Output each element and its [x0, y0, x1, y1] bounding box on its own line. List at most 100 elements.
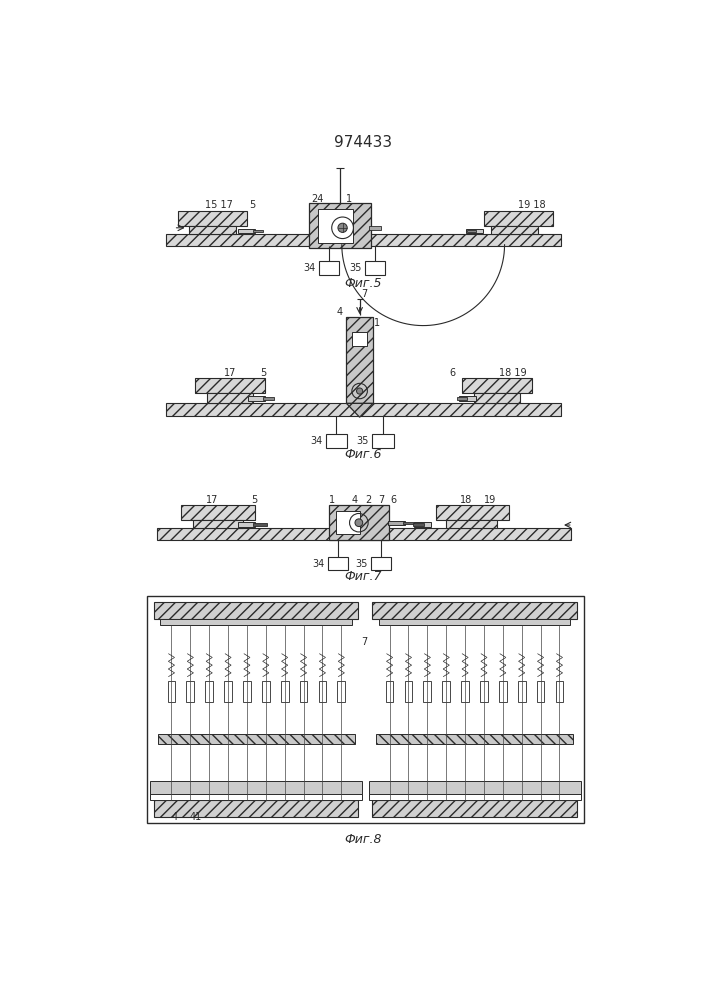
- Bar: [337, 681, 345, 702]
- Text: 18: 18: [460, 495, 472, 505]
- Bar: [238, 229, 255, 233]
- Circle shape: [356, 388, 363, 394]
- Bar: [319, 681, 327, 702]
- Bar: [151, 794, 363, 800]
- Bar: [262, 681, 269, 702]
- Text: 7: 7: [361, 637, 368, 647]
- Bar: [379, 619, 571, 625]
- Bar: [151, 781, 363, 796]
- Text: Фиг.5: Фиг.5: [344, 277, 382, 290]
- Bar: [156, 528, 571, 540]
- Text: 34: 34: [312, 559, 325, 569]
- Bar: [413, 523, 424, 526]
- Bar: [346, 317, 373, 403]
- Text: 1: 1: [373, 318, 380, 328]
- Bar: [252, 523, 267, 526]
- Bar: [371, 557, 392, 570]
- Text: 17: 17: [206, 495, 218, 505]
- Bar: [325, 434, 347, 448]
- Text: 34: 34: [310, 436, 322, 446]
- Bar: [462, 378, 532, 393]
- Text: 19: 19: [484, 495, 496, 505]
- Bar: [467, 230, 476, 232]
- Bar: [414, 522, 431, 527]
- Bar: [154, 602, 358, 619]
- Bar: [436, 505, 509, 520]
- Bar: [484, 211, 554, 226]
- Text: Фиг.8: Фиг.8: [344, 833, 382, 846]
- Bar: [309, 203, 371, 248]
- Bar: [376, 734, 573, 744]
- Bar: [243, 681, 251, 702]
- Text: 19 18: 19 18: [518, 200, 546, 210]
- Text: 35: 35: [356, 559, 368, 569]
- Bar: [329, 505, 389, 540]
- Text: 35: 35: [356, 436, 369, 446]
- Text: 5: 5: [251, 495, 257, 505]
- Text: 4: 4: [171, 812, 177, 822]
- Text: Фиг.6: Фиг.6: [344, 448, 382, 461]
- Bar: [224, 681, 232, 702]
- Bar: [423, 681, 431, 702]
- Bar: [404, 681, 412, 702]
- Bar: [328, 557, 348, 570]
- Text: 17: 17: [224, 368, 236, 378]
- Bar: [368, 781, 580, 796]
- Bar: [368, 794, 580, 800]
- Text: 7: 7: [378, 495, 385, 505]
- Bar: [207, 393, 253, 403]
- Bar: [158, 734, 355, 744]
- Bar: [466, 229, 483, 233]
- Text: 4: 4: [337, 307, 343, 317]
- Bar: [491, 226, 538, 234]
- Bar: [263, 397, 274, 400]
- Bar: [146, 596, 585, 823]
- Bar: [474, 393, 520, 403]
- Circle shape: [338, 223, 347, 232]
- Bar: [253, 230, 263, 232]
- Bar: [319, 261, 339, 275]
- Bar: [443, 681, 450, 702]
- Text: 5: 5: [250, 200, 256, 210]
- Bar: [556, 681, 563, 702]
- Bar: [373, 602, 577, 619]
- Text: 7: 7: [361, 289, 368, 299]
- Bar: [365, 261, 385, 275]
- Text: 1: 1: [346, 194, 352, 204]
- Bar: [337, 511, 360, 534]
- Bar: [160, 619, 352, 625]
- Bar: [457, 397, 467, 400]
- Bar: [189, 226, 235, 234]
- Bar: [499, 681, 507, 702]
- Bar: [387, 521, 404, 525]
- Text: 4: 4: [352, 495, 358, 505]
- Bar: [480, 681, 488, 702]
- Text: 1: 1: [329, 495, 334, 505]
- Bar: [373, 800, 577, 817]
- Text: 24: 24: [311, 194, 323, 204]
- Bar: [352, 332, 368, 346]
- Bar: [403, 522, 414, 524]
- Bar: [238, 522, 255, 527]
- Bar: [187, 681, 194, 702]
- Bar: [369, 226, 381, 230]
- Text: 2: 2: [365, 495, 371, 505]
- Text: 974433: 974433: [334, 135, 392, 150]
- Polygon shape: [346, 403, 373, 417]
- Bar: [386, 681, 394, 702]
- Text: 6: 6: [450, 368, 456, 378]
- Bar: [537, 681, 544, 702]
- Text: 18 19: 18 19: [499, 368, 527, 378]
- Bar: [300, 681, 308, 702]
- Text: 15 17: 15 17: [204, 200, 233, 210]
- Bar: [248, 396, 265, 401]
- Bar: [166, 403, 561, 416]
- Circle shape: [355, 519, 363, 527]
- Bar: [446, 520, 497, 528]
- Bar: [281, 681, 288, 702]
- Bar: [518, 681, 525, 702]
- Bar: [205, 681, 213, 702]
- Text: 6: 6: [391, 495, 397, 505]
- Bar: [461, 681, 469, 702]
- Bar: [193, 520, 243, 528]
